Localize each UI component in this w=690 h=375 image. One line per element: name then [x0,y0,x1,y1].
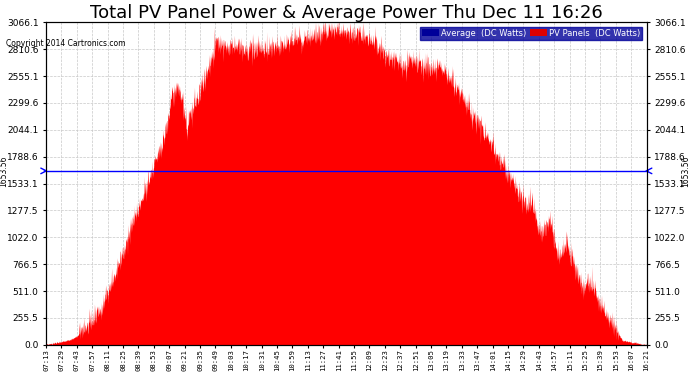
Title: Total PV Panel Power & Average Power Thu Dec 11 16:26: Total PV Panel Power & Average Power Thu… [90,4,602,22]
Text: 1653.56: 1653.56 [681,155,690,187]
Text: Copyright 2014 Cartronics.com: Copyright 2014 Cartronics.com [6,39,125,48]
Legend: Average  (DC Watts), PV Panels  (DC Watts): Average (DC Watts), PV Panels (DC Watts) [420,27,642,40]
Text: 1653.56: 1653.56 [0,155,8,187]
